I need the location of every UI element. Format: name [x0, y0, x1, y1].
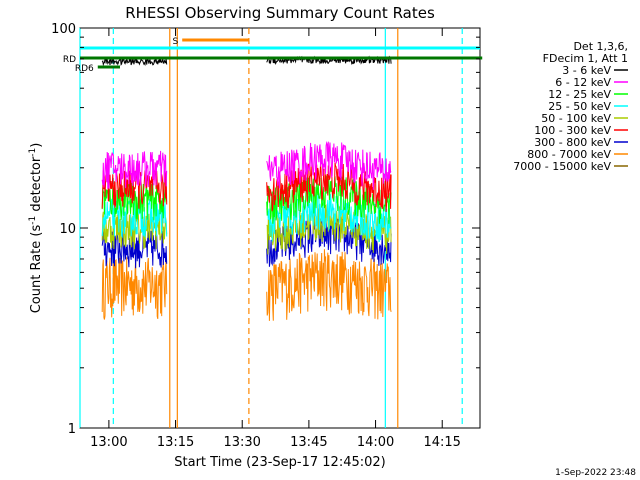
legend-item: 3 - 6 keV	[562, 64, 611, 77]
series-trace	[266, 192, 392, 243]
x-axis-label: Start Time (23-Sep-17 12:45:02)	[174, 455, 385, 470]
y-axis-label: Count Rate (s-1 detector-1)	[28, 143, 44, 314]
chart-title: RHESSI Observing Summary Count Rates	[125, 4, 435, 22]
x-tick-label: 13:00	[90, 435, 127, 450]
series-trace	[266, 55, 392, 66]
series-trace	[101, 257, 168, 320]
flag-label: S	[173, 37, 179, 47]
legend-item: 100 - 300 keV	[534, 124, 611, 137]
legend-item: 50 - 100 keV	[541, 112, 611, 125]
flag-label: RD6	[75, 64, 94, 74]
legend-item: 300 - 800 keV	[534, 136, 611, 149]
x-tick-label: 14:00	[357, 435, 394, 450]
series-layer	[101, 55, 392, 321]
y-label-part2: detector	[29, 156, 44, 216]
legend-item: 800 - 7000 keV	[527, 148, 611, 161]
footer-timestamp: 1-Sep-2022 23:48	[555, 468, 636, 478]
y-tick-label: 10	[59, 222, 76, 237]
series-trace	[101, 211, 168, 250]
series-trace	[101, 150, 168, 189]
legend-item: 12 - 25 keV	[548, 88, 611, 101]
flag-label: RD	[63, 55, 76, 65]
x-tick-label: 13:30	[223, 435, 260, 450]
legend-item: 6 - 12 keV	[555, 76, 611, 89]
y-label-part1: Count Rate (s	[29, 225, 44, 314]
x-tick-label: 14:15	[423, 435, 460, 450]
legend-item: 25 - 50 keV	[548, 100, 611, 113]
series-trace	[266, 215, 392, 267]
legend-header: FDecim 1, Att 1	[543, 52, 628, 65]
legend-item: 7000 - 15000 keV	[513, 160, 611, 173]
y-tick-label: 100	[51, 22, 76, 37]
axes: 13:00 13:15 13:30 13:45 14:00 14:15 1 10 100	[51, 22, 480, 450]
x-tick-label: 13:45	[290, 435, 327, 450]
y-tick-label: 1	[68, 422, 76, 437]
series-trace	[266, 249, 392, 321]
y-label-part3: )	[29, 143, 44, 148]
x-tick-label: 13:15	[157, 435, 194, 450]
series-trace	[266, 140, 392, 190]
y-label-sup2: -1	[28, 148, 38, 157]
legend-header: Det 1,3,6,	[573, 40, 628, 53]
y-label-sup1: -1	[28, 216, 38, 225]
